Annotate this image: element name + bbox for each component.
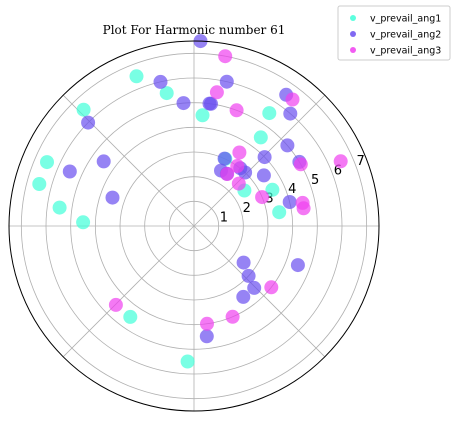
radial-tick-label: 6 (334, 163, 342, 178)
data-point (217, 151, 232, 166)
data-point (236, 255, 251, 270)
polar-frame (8, 40, 380, 412)
data-point (153, 74, 168, 89)
legend-label: v_prevail_ang3 (370, 46, 441, 57)
data-point (32, 177, 47, 191)
data-point (195, 108, 210, 123)
data-point (230, 159, 245, 173)
data-point (296, 201, 311, 216)
data-point (283, 106, 298, 121)
radial-tick-label: 5 (311, 173, 319, 188)
data-point (200, 316, 214, 331)
data-point (257, 150, 272, 165)
data-point (96, 154, 111, 169)
data-point (62, 164, 77, 179)
data-point (264, 280, 279, 295)
legend-marker (350, 31, 356, 37)
data-point (247, 280, 262, 295)
data-point (265, 182, 280, 197)
radial-tick-label: 1 (220, 211, 228, 226)
legend-label: v_prevail_ang1 (370, 14, 441, 25)
data-point (256, 168, 271, 183)
data-point (218, 49, 233, 64)
data-point (232, 145, 247, 160)
data-point (236, 289, 251, 304)
radial-tick-label: 2 (243, 201, 251, 216)
legend-marker (350, 15, 356, 21)
legend-box (337, 5, 451, 61)
data-point (123, 309, 138, 324)
data-point (280, 138, 295, 153)
chart-title: Plot For Harmonic number 61 (103, 23, 286, 37)
data-point (176, 96, 191, 111)
data-point (40, 155, 54, 170)
data-point (105, 190, 120, 205)
data-point (129, 69, 144, 84)
radial-tick-label: 3 (265, 192, 273, 207)
data-point (255, 190, 270, 205)
radial-tick-label: 4 (288, 182, 296, 197)
data-point (231, 176, 246, 191)
data-point (333, 154, 348, 169)
data-point (76, 102, 91, 117)
data-point (229, 103, 244, 118)
data-point (220, 167, 235, 181)
data-point (290, 258, 305, 273)
data-point (209, 85, 224, 100)
data-point (241, 268, 256, 283)
data-point (204, 96, 218, 111)
data-point (52, 200, 67, 215)
data-point (225, 309, 240, 324)
legend-label: v_prevail_ang2 (370, 30, 441, 41)
data-point (282, 195, 297, 209)
radial-tick-label: 7 (357, 154, 365, 169)
data-point (272, 205, 287, 220)
data-point (108, 297, 123, 312)
legend-entries: v_prevail_ang1 v_prevail_ang2 v_prevail_an… (350, 14, 441, 57)
legend: v_prevail_ang1 v_prevail_ang2 v_prevail_an… (337, 5, 451, 61)
data-point (219, 74, 234, 89)
data-point (285, 92, 300, 107)
series-v_prevail_ang1 (32, 69, 287, 369)
data-point (199, 329, 214, 344)
data-points (32, 34, 348, 369)
data-point (262, 106, 277, 121)
series-v_prevail_ang3 (108, 49, 348, 331)
data-point (253, 130, 268, 145)
data-point (81, 115, 96, 130)
polar-grid (9, 41, 379, 411)
data-point (159, 86, 174, 101)
series-v_prevail_ang2 (62, 34, 307, 344)
data-point (76, 215, 91, 230)
legend-marker (350, 47, 356, 53)
data-point (180, 354, 195, 369)
data-point (293, 157, 308, 172)
angular-gridline (62, 225, 195, 358)
